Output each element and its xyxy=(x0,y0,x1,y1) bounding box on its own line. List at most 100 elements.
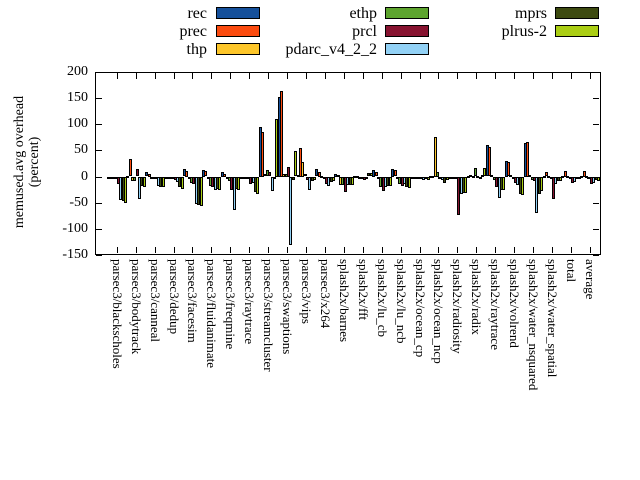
y-axis-label-line2: (percent) xyxy=(27,136,42,188)
bar-plrus-2-3 xyxy=(181,177,184,189)
x-tick-label-parsec3-swaptions: parsec3/swaptions xyxy=(280,259,295,355)
x-tick-label-parsec3-vips: parsec3/vips xyxy=(299,259,314,324)
x-tick-label-splash2x-volrend: splash2x/volrend xyxy=(507,259,522,348)
bar-thp-21 xyxy=(509,175,512,177)
bar-prec-16 xyxy=(412,177,415,179)
bar-prec-11 xyxy=(318,172,321,177)
bar-thp-10 xyxy=(301,162,304,177)
bar-rec-11 xyxy=(315,169,318,176)
x-tick xyxy=(192,247,193,253)
x-tick-top xyxy=(382,73,383,79)
bar-mprs-3 xyxy=(178,177,181,187)
x-tick-label-parsec3-dedup: parsec3/dedup xyxy=(167,259,182,335)
y-tick xyxy=(96,124,102,125)
bar-plrus-2-12 xyxy=(351,177,354,185)
y-tick-label: -100 xyxy=(62,221,88,236)
x-tick-top xyxy=(211,73,212,79)
x-tick-top xyxy=(571,73,572,79)
y-tick-right xyxy=(593,229,599,230)
bar-thp-9 xyxy=(282,174,285,177)
x-tick-label-splash2x-ocean-ncp: splash2x/ocean_ncp xyxy=(431,259,446,364)
bar-plrus-2-21 xyxy=(521,177,524,195)
bar-prec-7 xyxy=(242,177,245,179)
bar-pdarc_v4_2_2-6 xyxy=(233,177,236,210)
bar-plrus-2-17 xyxy=(446,177,449,180)
bar-prec-15 xyxy=(394,170,397,176)
x-tick xyxy=(476,247,477,253)
bar-prcl-4 xyxy=(192,177,195,184)
x-tick xyxy=(590,247,591,253)
x-tick xyxy=(230,247,231,253)
x-tick xyxy=(571,247,572,253)
bar-prec-14 xyxy=(375,172,378,176)
legend-swatch-pdarc_v4_2_2 xyxy=(385,43,429,55)
bar-thp-11 xyxy=(320,176,323,178)
bar-prec-6 xyxy=(223,174,226,177)
bar-plrus-2-22 xyxy=(540,177,543,191)
legend-swatch-thp xyxy=(216,43,260,55)
bar-plrus-2-23 xyxy=(559,177,562,181)
bar-prcl-5 xyxy=(211,177,214,187)
bar-plrus-2-4 xyxy=(200,177,203,206)
x-tick-label-splash2x-lu-cb: splash2x/lu_cb xyxy=(375,259,390,337)
x-tick-top xyxy=(155,73,156,79)
x-tick xyxy=(117,247,118,253)
legend-label-prec: prec xyxy=(179,23,207,40)
bar-mprs-9 xyxy=(292,177,295,180)
x-tick xyxy=(420,247,421,253)
bar-rec-23 xyxy=(543,176,546,178)
y-tick-label: 150 xyxy=(67,90,88,105)
x-tick xyxy=(363,247,364,253)
x-tick-top xyxy=(363,73,364,79)
bar-thp-22 xyxy=(528,175,531,177)
bar-ethp-25 xyxy=(587,177,590,179)
bar-plrus-2-5 xyxy=(218,177,221,190)
bar-prec-8 xyxy=(261,132,264,177)
y-tick-label: 100 xyxy=(67,116,88,131)
bar-thp-19 xyxy=(472,176,475,178)
bar-prcl-17 xyxy=(438,177,441,179)
legend-swatch-ethp xyxy=(385,7,429,19)
x-tick xyxy=(382,247,383,253)
bar-pdarc_v4_2_2-11 xyxy=(327,177,330,186)
bar-prec-4 xyxy=(185,171,188,177)
legend-label-ethp: ethp xyxy=(349,5,377,22)
bar-plrus-2-1 xyxy=(143,177,146,187)
bar-ethp-2 xyxy=(152,177,155,179)
x-tick-top xyxy=(590,73,591,79)
bar-plrus-2-16 xyxy=(427,177,430,180)
x-tick-label-splash2x-lu-ncb: splash2x/lu_ncb xyxy=(394,259,409,344)
x-tick-label-parsec3-bodytrack: parsec3/bodytrack xyxy=(129,259,144,355)
bar-mprs-16 xyxy=(424,177,427,179)
bar-rec-19 xyxy=(467,176,470,178)
bar-plrus-2-7 xyxy=(256,177,259,194)
legend-swatch-prcl xyxy=(385,25,429,37)
bar-pdarc_v4_2_2-9 xyxy=(289,177,292,245)
bar-plrus-2-15 xyxy=(408,177,411,188)
x-tick xyxy=(155,247,156,253)
bar-rec-12 xyxy=(334,174,337,177)
bar-prcl-19 xyxy=(476,176,479,178)
bar-prec-3 xyxy=(166,177,169,179)
x-tick-label-splash2x-barnes: splash2x/barnes xyxy=(337,259,352,343)
x-tick-top xyxy=(249,73,250,79)
bar-plrus-2-8 xyxy=(275,119,278,177)
legend-swatch-rec xyxy=(216,7,260,19)
x-tick-label-parsec3-facesim: parsec3/facesim xyxy=(185,259,200,343)
bar-prcl-8 xyxy=(268,172,271,176)
bar-thp-20 xyxy=(490,175,493,177)
bar-ethp-16 xyxy=(417,177,420,179)
bar-plrus-2-14 xyxy=(389,177,392,186)
bar-mprs-17 xyxy=(443,177,446,183)
x-tick-label-average: average xyxy=(583,259,598,300)
bar-plrus-2-0 xyxy=(124,177,127,203)
y-tick-label: -50 xyxy=(69,195,88,210)
bar-mprs-4 xyxy=(197,177,200,205)
bar-plrus-2-13 xyxy=(370,173,373,176)
y-tick-label: -150 xyxy=(62,247,88,262)
bar-prec-5 xyxy=(204,171,207,176)
bar-pdarc_v4_2_2-24 xyxy=(573,177,576,182)
bar-rec-2 xyxy=(145,172,148,176)
bar-rec-0 xyxy=(107,177,110,179)
